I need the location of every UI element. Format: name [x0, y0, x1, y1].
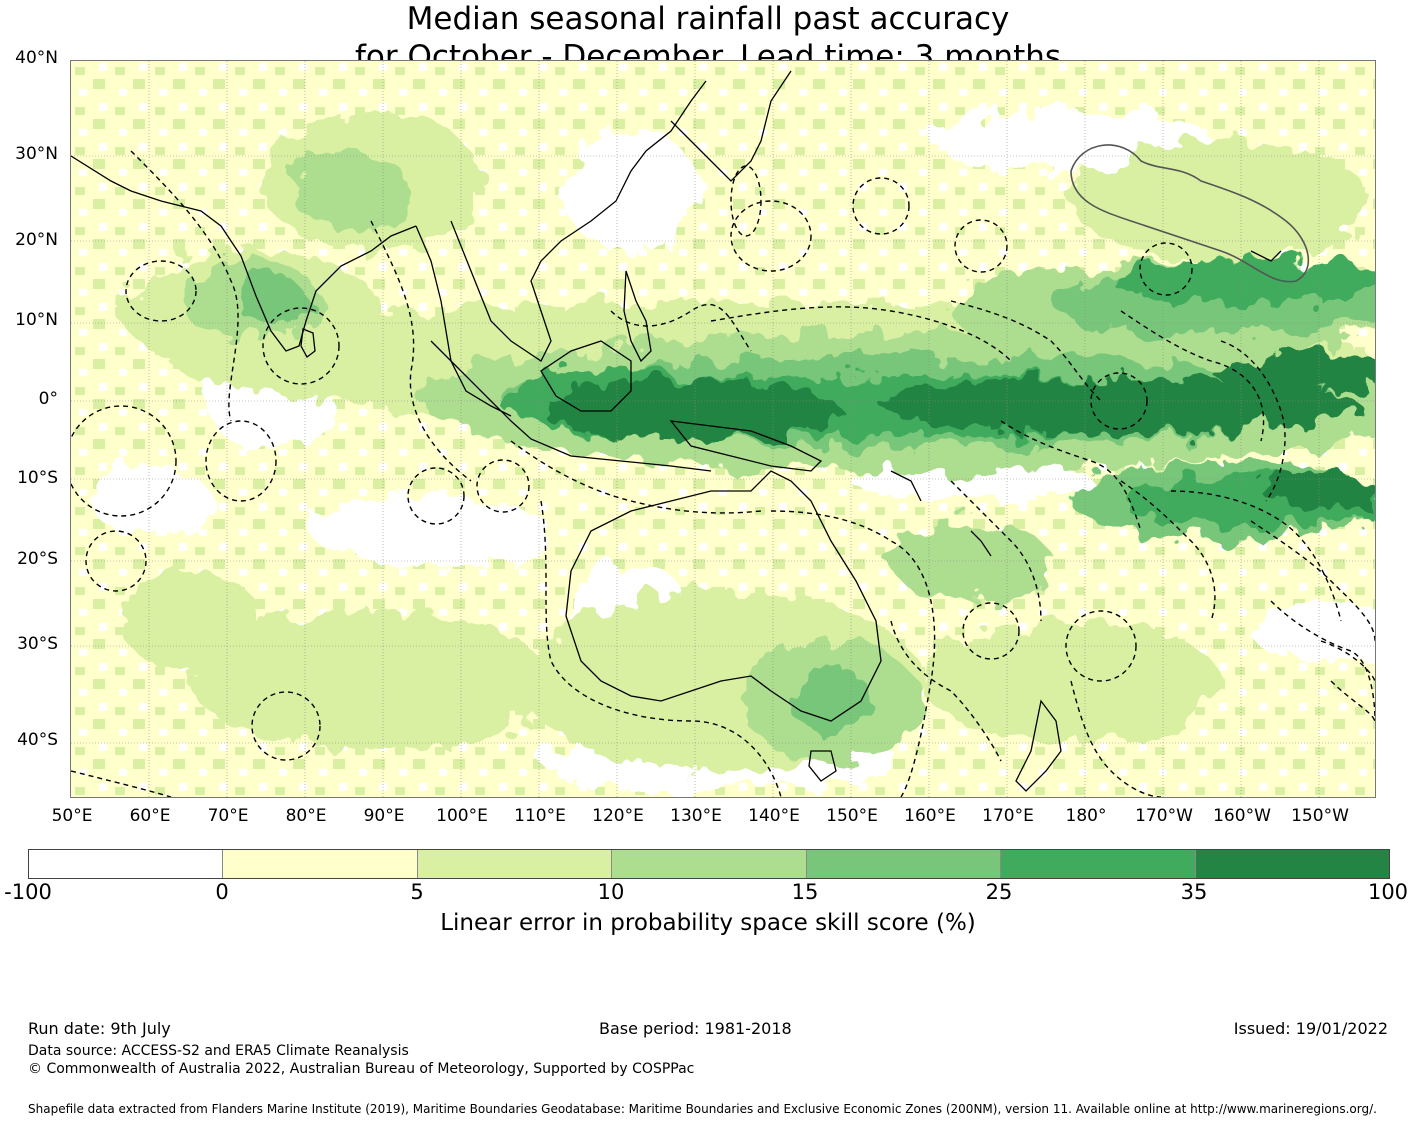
lon-label: 150°E — [826, 806, 878, 826]
colorbar-tick: 25 — [985, 880, 1013, 904]
colorbar-segment — [223, 850, 418, 878]
lon-label: 170°E — [982, 806, 1034, 826]
lat-label: 20°S — [17, 549, 58, 569]
lat-label: 20°N — [15, 230, 58, 250]
hawaii-boundary-icon — [1070, 144, 1310, 283]
colorbar-label: Linear error in probability space skill … — [440, 910, 976, 936]
base-period: Base period: 1981-2018 — [599, 1019, 792, 1038]
lon-label: 130°E — [670, 806, 722, 826]
lon-label: 50°E — [51, 806, 93, 826]
colorbar-segment — [1001, 850, 1196, 878]
lat-label: 40°N — [15, 48, 58, 68]
colorbar-tick: 35 — [1180, 880, 1208, 904]
lon-label: 140°E — [748, 806, 800, 826]
lon-label: 110°E — [514, 806, 566, 826]
run-date: Run date: 9th July — [28, 1019, 171, 1038]
graticule — [71, 61, 1375, 797]
colorbar — [28, 849, 1390, 879]
skill-score-map — [70, 60, 1376, 798]
lon-label: 70°E — [207, 806, 249, 826]
map-title-line-1: Median seasonal rainfall past accuracy — [406, 1, 1010, 37]
lon-label: 120°E — [592, 806, 644, 826]
lon-label: 170°W — [1135, 806, 1193, 826]
copyright-notice: © Commonwealth of Australia 2022, Austra… — [28, 1061, 695, 1077]
lon-label: 100°E — [436, 806, 488, 826]
colorbar-tick: 5 — [410, 880, 424, 904]
colorbar-segment — [29, 850, 224, 878]
colorbar-segment — [1195, 850, 1389, 878]
issued-date: Issued: 19/01/2022 — [1233, 1019, 1388, 1038]
lon-label: 60°E — [129, 806, 171, 826]
colorbar-tick: 0 — [215, 880, 229, 904]
lat-label: 30°N — [15, 144, 58, 164]
colorbar-tick: 15 — [791, 880, 819, 904]
lon-label: 160°E — [904, 806, 956, 826]
map-canvas — [71, 61, 1375, 797]
shapefile-credit: Shapefile data extracted from Flanders M… — [28, 1102, 1377, 1116]
colorbar-segment — [806, 850, 1002, 878]
colorbar-segment — [612, 850, 807, 878]
coastline-icon — [71, 70, 1282, 792]
eez-boundary-icon — [71, 150, 1375, 797]
skill-field-layers — [91, 111, 1375, 791]
lon-label: 180° — [1065, 806, 1107, 826]
lon-label: 160°W — [1213, 806, 1271, 826]
lon-label: 150°W — [1291, 806, 1349, 826]
data-source: Data source: ACCESS-S2 and ERA5 Climate … — [28, 1043, 409, 1059]
lon-label: 90°E — [363, 806, 405, 826]
lat-label: 10°N — [15, 310, 58, 330]
lon-label: 80°E — [285, 806, 327, 826]
lat-label: 0° — [38, 389, 58, 409]
colorbar-segment — [417, 850, 613, 878]
colorbar-tick: -100 — [4, 880, 52, 904]
lat-label: 40°S — [17, 730, 58, 750]
colorbar-tick: 10 — [597, 880, 625, 904]
lat-label: 10°S — [17, 468, 58, 488]
colorbar-tick: 100 — [1367, 880, 1409, 904]
lat-label: 30°S — [17, 634, 58, 654]
